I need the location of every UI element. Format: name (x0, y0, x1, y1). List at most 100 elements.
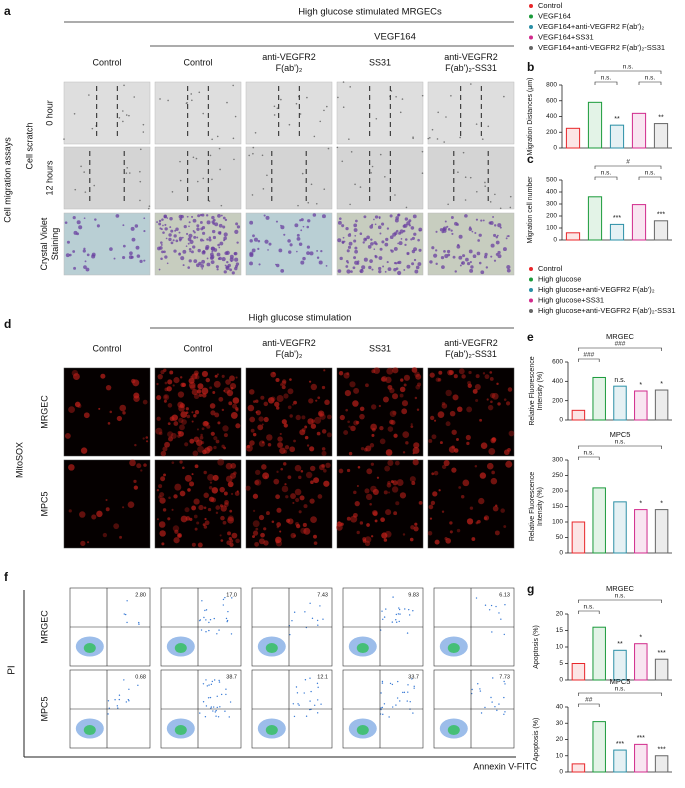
fluorescence (68, 406, 75, 414)
stained-cell (192, 218, 197, 223)
stained-cell (371, 223, 374, 226)
fluorescence (313, 534, 317, 539)
quadrant-value: 7.73 (499, 674, 510, 680)
fluorescence (284, 483, 287, 486)
event (202, 683, 205, 685)
fluorescence (326, 432, 332, 438)
stained-cell (353, 239, 357, 243)
fluorescence (467, 383, 472, 388)
fluorescence (174, 529, 179, 534)
stained-cell (78, 225, 83, 230)
fluorescence (201, 393, 207, 398)
significance: ## (585, 697, 593, 704)
event (494, 706, 496, 708)
fluorescence (487, 404, 494, 411)
cell (437, 111, 439, 114)
event (227, 610, 229, 613)
fluorescence (508, 430, 515, 437)
event (313, 704, 316, 706)
fluorescence (417, 382, 422, 387)
fluorescence (223, 433, 228, 438)
fluorescence (262, 472, 270, 480)
stained-cell (478, 233, 482, 237)
row-label: 12 hours (44, 160, 54, 196)
fluorescence (413, 526, 419, 532)
fluorescence (304, 435, 309, 440)
event (216, 633, 218, 635)
fluorescence (203, 506, 207, 510)
fluorescence (400, 378, 404, 382)
stained-cell (143, 230, 146, 233)
fluorescence (267, 397, 275, 404)
fluorescence (281, 419, 287, 425)
fluorescence (302, 522, 307, 528)
fluorescence (458, 486, 462, 489)
y-tick-label: 200 (552, 488, 563, 495)
cell (262, 188, 265, 190)
row-label: Staining (50, 228, 60, 261)
fluorescence (443, 460, 450, 467)
fluorescence (246, 445, 251, 449)
chart-title: MRGEC (606, 332, 635, 341)
event (504, 711, 506, 713)
cell (276, 107, 279, 110)
fluorescence (399, 386, 406, 393)
fluorescence (180, 382, 185, 388)
event (207, 697, 210, 699)
fluorescence (193, 414, 197, 418)
fluorescence (223, 387, 231, 394)
stained-cell (143, 217, 146, 220)
event (210, 683, 213, 686)
stained-cell (318, 260, 323, 265)
fluorescence (177, 430, 182, 435)
stained-cell (400, 238, 403, 240)
fluorescence (428, 438, 433, 443)
stained-cell (495, 240, 500, 245)
fluorescence (387, 459, 394, 466)
fluorescence (87, 541, 90, 544)
stained-cell (309, 251, 314, 256)
fluorescence (308, 398, 314, 404)
stained-cell (470, 265, 474, 269)
fluorescence (389, 387, 395, 394)
fluorescence (338, 468, 344, 474)
legend-marker (529, 277, 533, 282)
fluorescence (410, 423, 413, 426)
stained-cell (94, 218, 97, 221)
y-axis-label: Intensity (%) (537, 372, 544, 411)
cell (125, 114, 128, 116)
cell (220, 204, 223, 207)
stained-cell (443, 249, 446, 253)
cell (489, 201, 492, 203)
y-tick-label: 600 (552, 359, 563, 366)
cell (280, 98, 282, 101)
fluorescence (381, 376, 388, 382)
panel-label: d (4, 317, 11, 331)
stained-cell (122, 255, 126, 260)
fluorescence (491, 437, 496, 441)
fluorescence (160, 370, 165, 375)
fluorescence (287, 475, 292, 480)
significance: *** (613, 215, 621, 222)
cell (118, 117, 121, 119)
stained-cell (363, 257, 368, 262)
fluorescence (477, 519, 481, 524)
fluorescence (385, 509, 392, 516)
event (503, 680, 505, 683)
fluorescence (74, 401, 81, 408)
event (316, 712, 319, 714)
stained-cell (381, 240, 385, 244)
stained-cell (216, 268, 219, 271)
fluorescence (413, 442, 420, 449)
fluorescence (64, 432, 71, 439)
stained-cell (497, 250, 501, 255)
fluorescence (254, 480, 260, 486)
fluorescence (371, 427, 376, 432)
fluorescence (430, 415, 435, 421)
fluorescence-image (427, 459, 515, 549)
section-title: High glucose stimulated MRGECs (298, 7, 442, 18)
fluorescence (310, 516, 317, 523)
fluorescence (303, 504, 308, 509)
stained-cell (390, 249, 392, 252)
fluorescence (313, 541, 318, 545)
